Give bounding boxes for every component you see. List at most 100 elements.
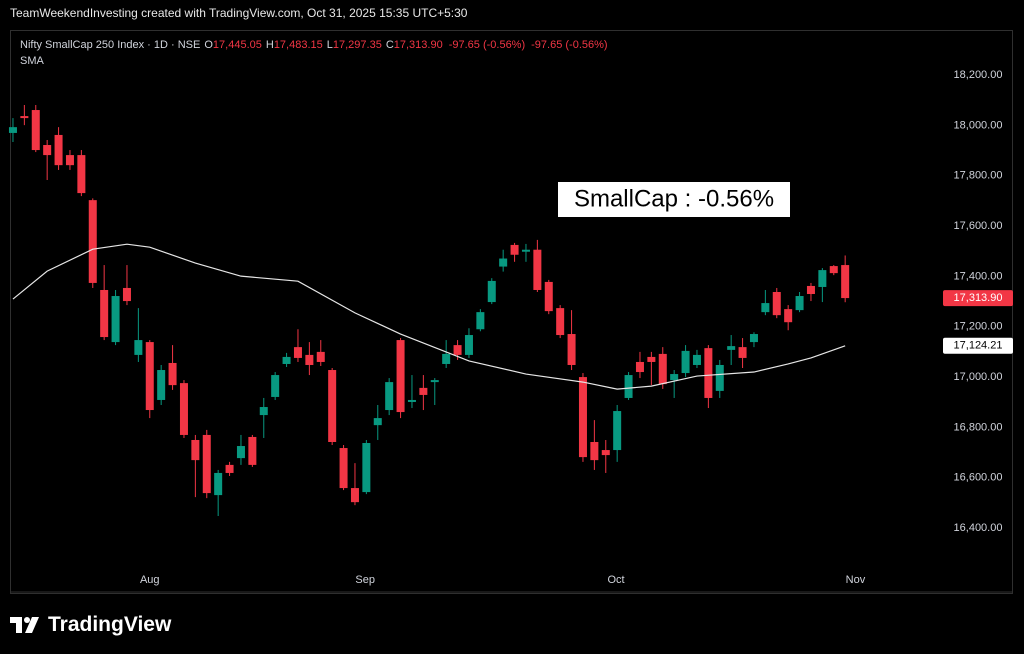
candle-body [225, 464, 234, 473]
change: -97.65 (-0.56%) [531, 39, 608, 51]
y-tick-label: 16,400.00 [954, 522, 1003, 534]
candle-body [31, 110, 40, 151]
ohlc-value: 17,483.15 [273, 39, 323, 51]
candle-body [624, 375, 633, 398]
candle-body [761, 303, 770, 313]
candle-body [328, 370, 337, 442]
brand: TradingView [10, 610, 171, 640]
y-tick-label: 17,600.00 [954, 220, 1003, 232]
candle-body [362, 443, 371, 493]
y-tick-label: 17,000.00 [954, 371, 1003, 383]
candle-body [453, 345, 462, 355]
candle-body [43, 145, 52, 156]
ohlc-key: C [385, 39, 394, 51]
candle-body [647, 356, 656, 362]
candle-body [316, 351, 325, 362]
candle-body [350, 488, 359, 503]
ohlc-value: 17,445.05 [212, 39, 262, 51]
candle-body [795, 296, 804, 311]
candle-body [259, 407, 268, 416]
symbol: Nifty SmallCap 250 Index · 1D · NSE [20, 39, 201, 51]
ohlc-key: O [204, 39, 213, 51]
candle-body [77, 155, 86, 194]
annotation: SmallCap : -0.56% [574, 185, 774, 212]
candle-body [670, 374, 679, 381]
candle-body [601, 450, 610, 456]
y-tick-label: 17,200.00 [954, 321, 1003, 333]
candle-body [65, 155, 74, 166]
candle-body [772, 291, 781, 316]
x-tick-label: Oct [607, 574, 624, 586]
legend: Nifty SmallCap 250 Index · 1D · NSE O17,4… [20, 37, 608, 69]
x-tick-label: Nov [846, 574, 866, 586]
candle-body [100, 289, 109, 338]
candle-body [54, 134, 63, 166]
candle-body [704, 348, 713, 398]
candle-body [122, 287, 131, 302]
ohlc: O17,445.05 H17,483.15 L17,297.35 C17,313.90 [200, 39, 442, 51]
y-tick-label: 17,400.00 [954, 270, 1003, 282]
candle-body [567, 334, 576, 365]
ohlc-value: 17,297.35 [332, 39, 382, 51]
y-tick-label: 18,000.00 [954, 119, 1003, 131]
candle-body [282, 356, 291, 364]
candle-body [681, 350, 690, 374]
candle-body [111, 296, 120, 343]
candle-body [305, 354, 314, 365]
candle-body [806, 285, 815, 295]
legend-row: Nifty SmallCap 250 Index · 1D · NSE O17,4… [20, 37, 608, 53]
candle-body [191, 439, 200, 461]
candle-body [658, 353, 667, 385]
x-tick-label: Aug [140, 574, 160, 586]
candle-body [841, 265, 850, 299]
x-tick-label: Sep [355, 574, 375, 586]
candle-body [829, 266, 838, 274]
candle-body [635, 361, 644, 373]
candle-body [556, 308, 565, 336]
pane-frame [10, 30, 1013, 594]
indicator-legend: SMA [20, 55, 44, 67]
candle-body [385, 382, 394, 411]
candle-body [544, 281, 553, 312]
candle-body [157, 370, 166, 400]
candle-body [396, 340, 405, 413]
sma-line [12, 243, 846, 390]
candle-body [419, 387, 428, 395]
candle-body [373, 418, 382, 426]
last-price-box [943, 290, 1013, 307]
candle-body [293, 347, 302, 358]
candle-body [784, 309, 793, 323]
candle-body [179, 383, 188, 435]
candle-body [236, 446, 245, 459]
candle-body [202, 434, 211, 494]
candle-body [20, 116, 29, 119]
candle-body [738, 347, 747, 358]
candle-body [430, 380, 439, 383]
candle-body [749, 334, 758, 343]
candle-body [818, 270, 827, 287]
candle-body [533, 249, 542, 290]
candle-body [464, 335, 473, 355]
candle-body [214, 472, 223, 496]
candle-body [613, 411, 622, 451]
candle-body [727, 346, 736, 350]
candle-body [590, 441, 599, 461]
candle-body [487, 280, 496, 303]
sma-price-box [943, 337, 1013, 354]
candle-body [8, 127, 17, 133]
ohlc-value: 17,313.90 [393, 39, 443, 51]
candle-body [248, 436, 257, 465]
candle-body [271, 375, 280, 397]
candle-body [134, 340, 143, 355]
candle-body [521, 249, 530, 252]
header: TeamWeekendInvesting created with Tradin… [10, 6, 468, 20]
brand-logo [10, 617, 39, 633]
change: -97.65 (-0.56%) [448, 39, 526, 51]
candle-body [88, 200, 97, 283]
y-tick-label: 16,800.00 [954, 421, 1003, 433]
last-price-label: 17,313.90 [954, 292, 1003, 304]
brand-name: TradingView [48, 613, 172, 636]
sma-price-label: 17,124.21 [954, 340, 1003, 352]
